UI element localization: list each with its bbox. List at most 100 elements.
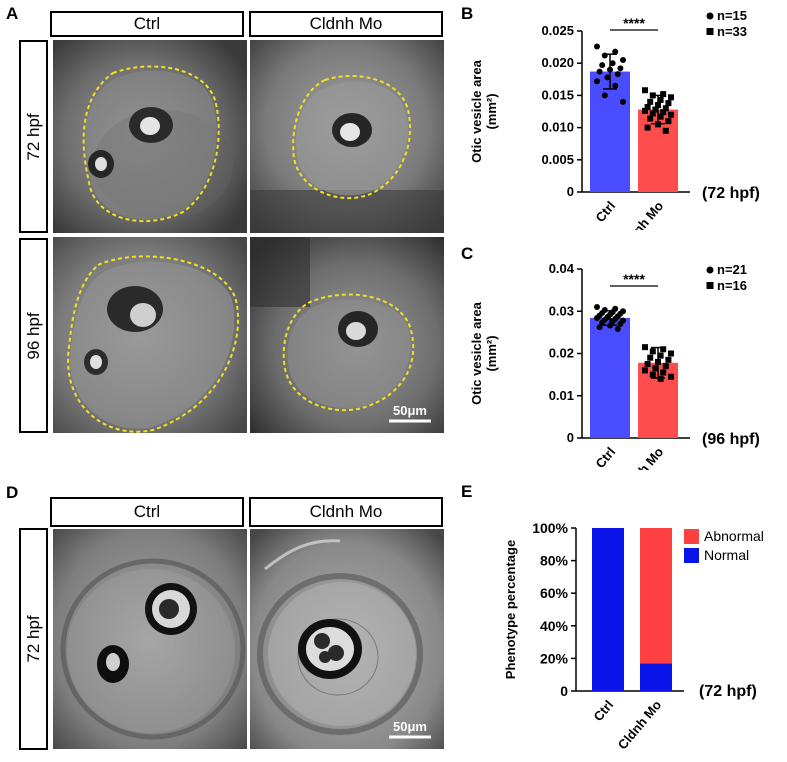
c-point-mo xyxy=(660,346,667,353)
b-ytick-label: 0.020 xyxy=(541,55,574,70)
b-point-ctrl xyxy=(604,74,611,81)
chart-e-phenotype-percentage: E 0 20% 40% 60% 80% 100% Phenotype percentage C… xyxy=(461,482,764,752)
b-point-ctrl xyxy=(614,71,621,78)
b-point-mo xyxy=(655,121,661,128)
c-bar-0 xyxy=(590,318,630,438)
panel-label-a: A xyxy=(6,4,19,23)
b-point-mo xyxy=(655,102,661,109)
b-point-mo xyxy=(647,115,654,122)
micrograph-mo-72hpf xyxy=(250,40,444,233)
c-legend-marker-mo xyxy=(706,282,714,289)
b-point-ctrl xyxy=(607,66,613,73)
b-point-ctrl xyxy=(612,82,619,89)
e-bar-abnormal-1 xyxy=(640,528,672,664)
c-point-mo xyxy=(642,344,648,351)
b-point-ctrl xyxy=(612,48,619,55)
b-point-mo xyxy=(660,109,667,116)
c-category-1: Cldnh Mo xyxy=(617,444,667,470)
c-point-ctrl xyxy=(607,322,613,329)
b-point-mo xyxy=(660,91,667,98)
b-point-mo xyxy=(649,110,656,117)
b-point-mo xyxy=(642,107,648,114)
scale-bar-label-a: 50μm xyxy=(393,403,427,418)
e-category-1: Cldnh Mo xyxy=(615,697,665,752)
b-point-mo xyxy=(652,106,659,113)
e-ytick-label: 0 xyxy=(560,683,568,699)
b-point-mo xyxy=(662,127,669,134)
b-point-ctrl xyxy=(596,68,603,75)
col-header-ctrl: Ctrl xyxy=(50,11,244,37)
b-point-ctrl xyxy=(599,62,606,69)
c-point-mo xyxy=(660,369,667,376)
b-category-0: Ctrl xyxy=(592,198,618,225)
micrograph-ctrl-72hpf xyxy=(53,40,247,233)
b-legend-marker-mo xyxy=(706,28,714,35)
c-point-ctrl xyxy=(596,324,603,331)
c-point-mo xyxy=(668,350,674,357)
b-category-1: Cldnh Mo xyxy=(617,198,667,230)
c-ytick-label: 0.04 xyxy=(549,261,575,276)
e-category-0: Ctrl xyxy=(590,697,616,724)
e-ytick-label: 40% xyxy=(540,618,569,634)
b-legend-ctrl: n=15 xyxy=(717,8,747,23)
b-point-ctrl xyxy=(601,52,608,59)
c-point-ctrl xyxy=(599,319,606,326)
c-point-mo xyxy=(668,373,674,380)
b-ytick-label: 0 xyxy=(567,184,574,199)
b-ytick-label: 0.025 xyxy=(541,23,574,38)
b-point-ctrl xyxy=(620,98,626,105)
c-ylabel: Otic vesicle area(mm²) xyxy=(469,301,499,404)
e-ytick-label: 80% xyxy=(540,553,569,569)
chart-b-otic-area-72hpf: B 0 0.005 0.010 0.015 0.020 0.025 Otic vesicle… xyxy=(461,4,760,230)
micrograph-d-ctrl xyxy=(53,529,247,749)
col-header-cldnh-mo: Cldnh Mo xyxy=(249,11,443,37)
scale-bar-label-d: 50μm xyxy=(393,719,427,734)
c-point-mo xyxy=(647,354,654,361)
c-point-mo xyxy=(657,352,664,359)
c-point-mo xyxy=(662,363,669,370)
b-ytick-label: 0.010 xyxy=(541,120,574,135)
col-header-cldnh-mo-d: Cldnh Mo xyxy=(249,497,443,527)
row-label-72hpf: 72 hpf xyxy=(19,40,48,233)
b-bar-0 xyxy=(590,71,630,192)
row-label-96hpf: 96 hpf xyxy=(19,238,48,433)
b-point-mo xyxy=(657,96,664,103)
c-point-mo xyxy=(649,371,656,378)
b-legend-mo: n=33 xyxy=(717,24,747,39)
c-point-mo xyxy=(665,356,672,363)
c-ytick-label: 0.02 xyxy=(549,346,574,361)
c-ytick-label: 0.03 xyxy=(549,303,574,318)
c-legend-mo: n=16 xyxy=(717,278,747,293)
e-ylabel: Phenotype percentage xyxy=(503,540,518,679)
e-legend-abnormal: Abnormal xyxy=(704,528,764,544)
b-point-ctrl xyxy=(617,65,624,72)
e-legend-swatch-abnormal xyxy=(684,529,699,544)
panel-label-c: C xyxy=(461,244,473,263)
c-legend-ctrl: n=21 xyxy=(717,262,747,277)
b-point-mo xyxy=(642,87,648,94)
panel-label-e: E xyxy=(461,482,472,501)
b-point-mo xyxy=(647,98,654,105)
c-point-ctrl xyxy=(614,325,621,332)
b-point-mo xyxy=(665,100,672,107)
c-point-ctrl xyxy=(617,320,624,327)
b-point-ctrl xyxy=(601,92,608,99)
panel-label-b: B xyxy=(461,4,473,23)
b-ytick-label: 0.015 xyxy=(541,87,574,102)
b-ytick-label: 0.005 xyxy=(541,152,574,167)
b-point-mo xyxy=(657,113,664,120)
c-stage: (96 hpf) xyxy=(702,431,760,448)
panel-label-d: D xyxy=(6,483,19,502)
e-ytick-label: 20% xyxy=(540,650,569,666)
c-point-ctrl xyxy=(594,315,600,322)
e-ytick-label: 100% xyxy=(532,520,568,536)
micrograph-ctrl-96hpf xyxy=(53,237,247,433)
micrograph-d-mo: 50μm xyxy=(250,529,444,749)
c-ytick-label: 0 xyxy=(567,430,574,445)
b-point-mo xyxy=(649,92,656,99)
b-point-ctrl xyxy=(594,78,600,85)
b-point-mo xyxy=(668,111,674,118)
c-ytick-label: 0.01 xyxy=(549,388,574,403)
row-label-72hpf-d: 72 hpf xyxy=(19,528,48,750)
b-point-mo xyxy=(644,124,651,131)
